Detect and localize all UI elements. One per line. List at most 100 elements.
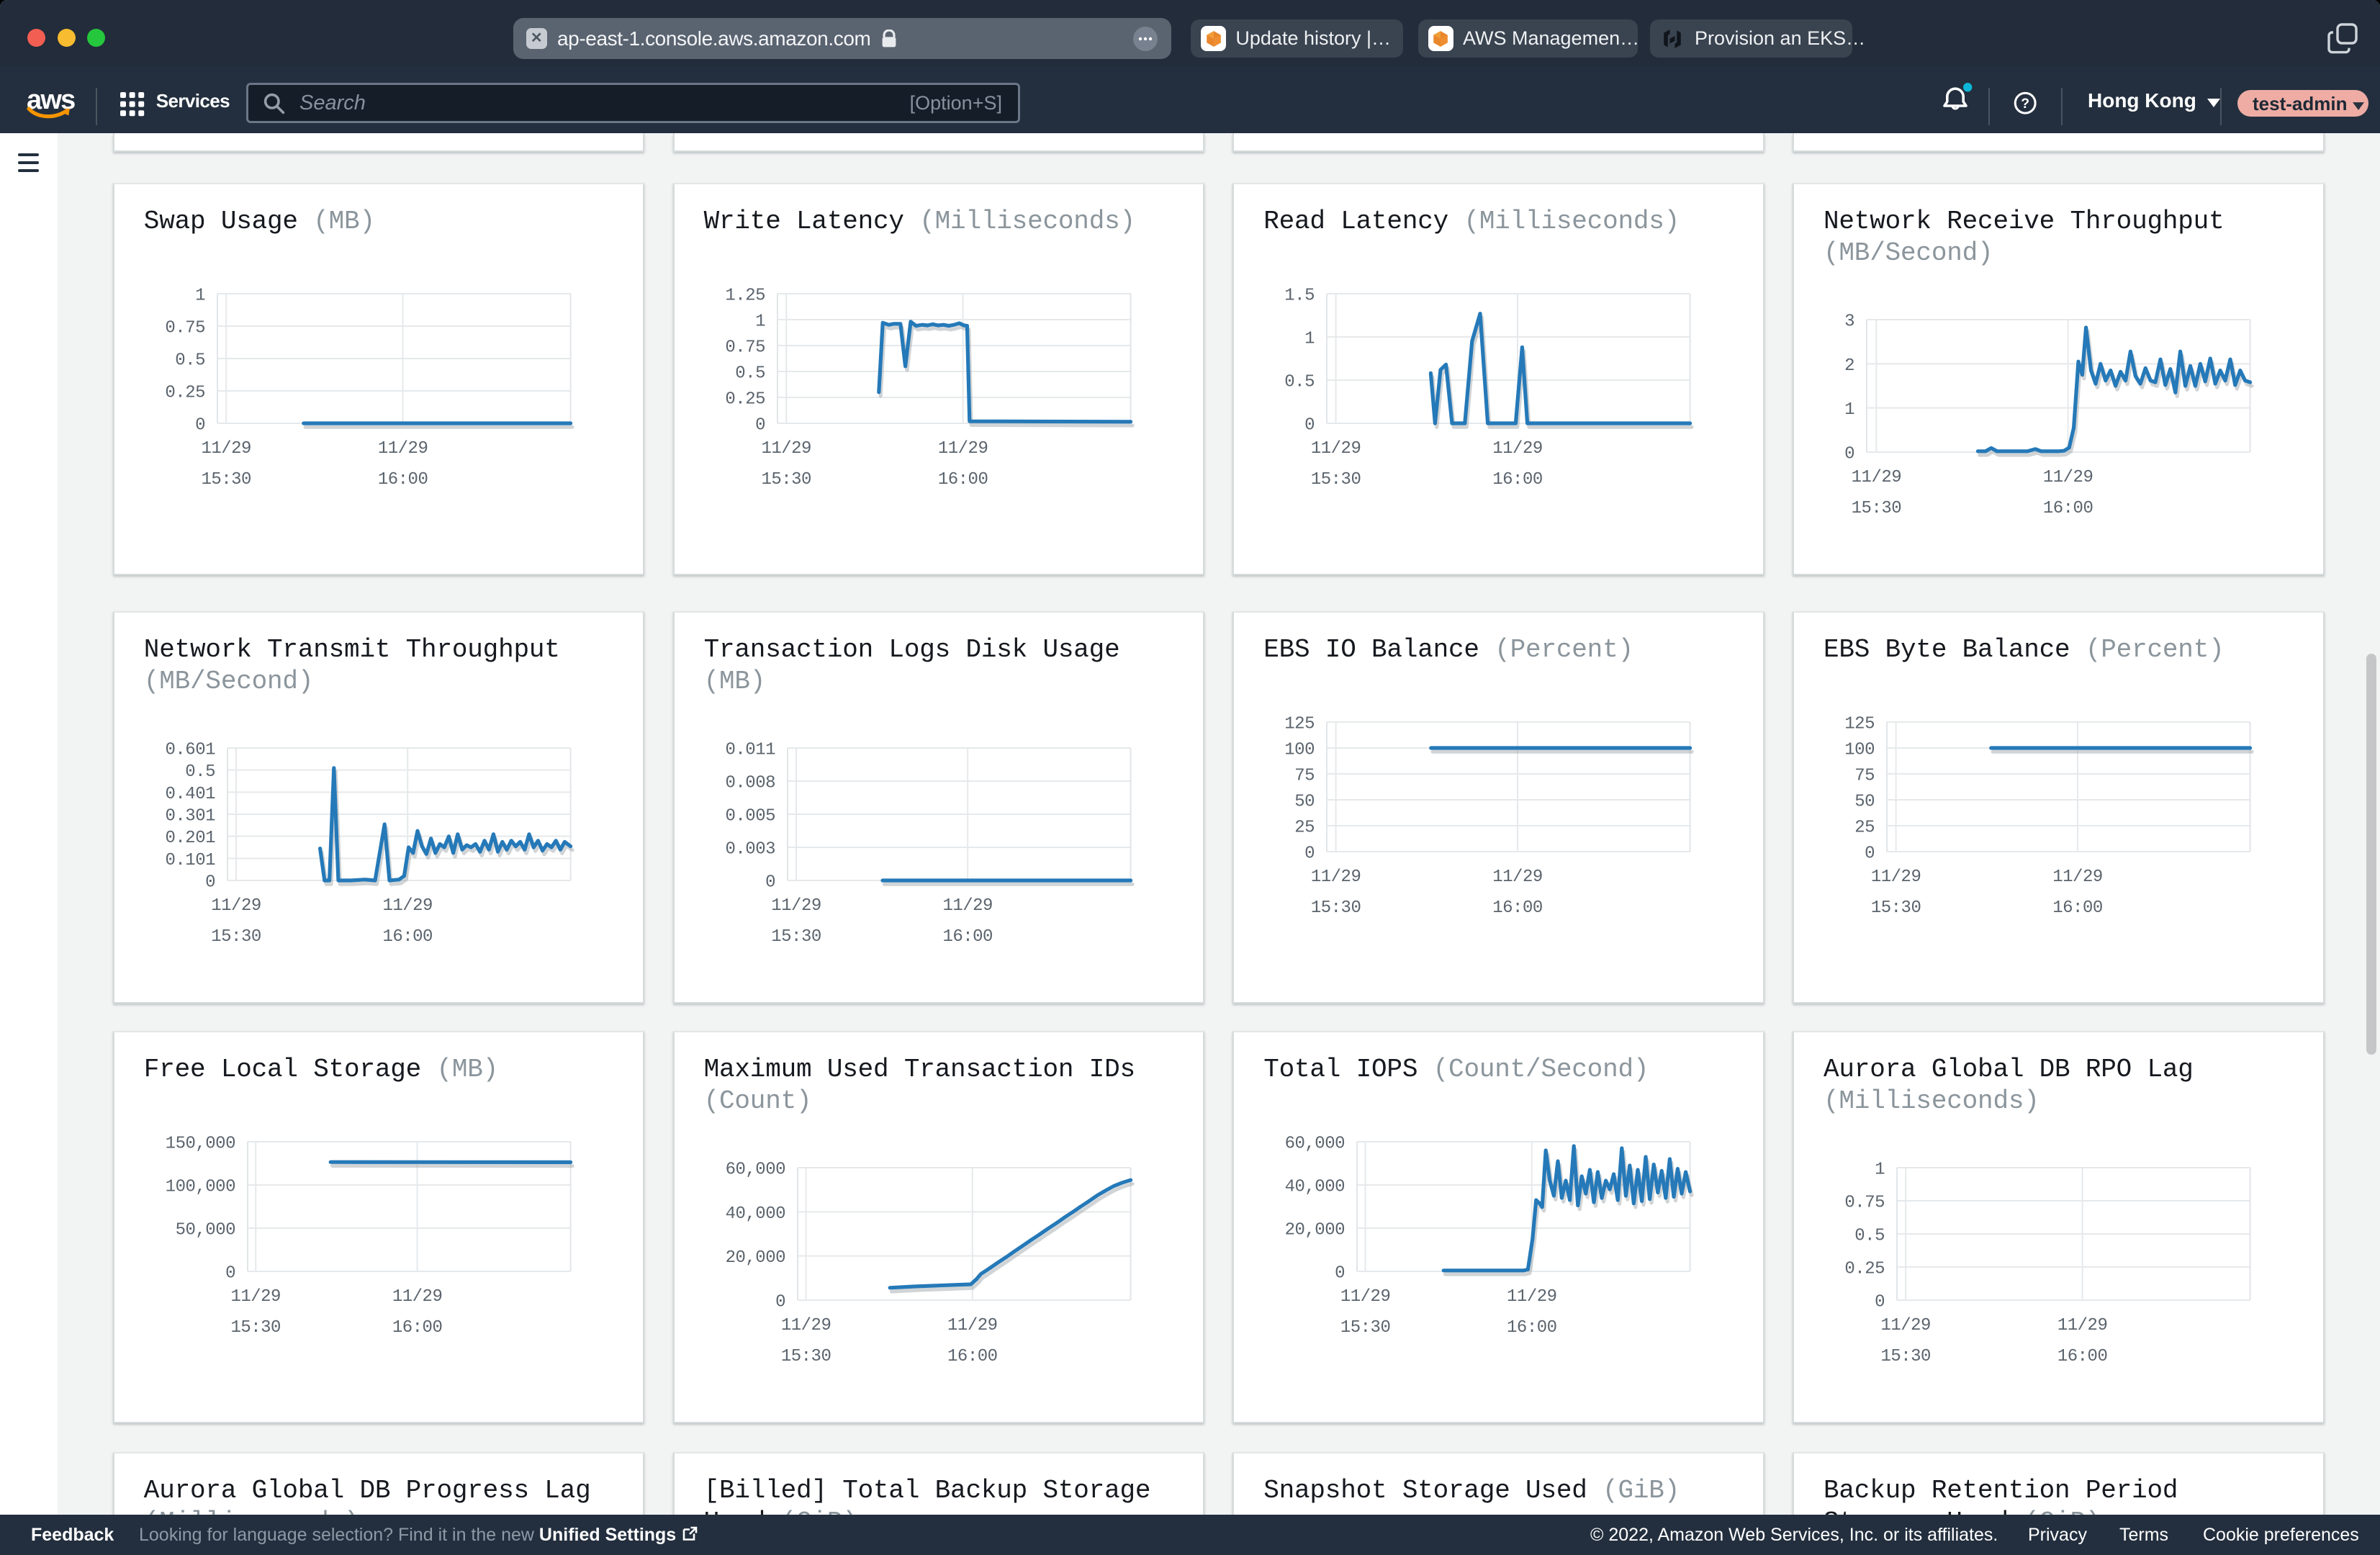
svg-text:11/29: 11/29: [392, 1287, 443, 1307]
svg-text:16:00: 16:00: [378, 470, 428, 490]
svg-text:11/29: 11/29: [937, 439, 988, 459]
svg-text:0: 0: [1875, 1293, 1885, 1312]
svg-text:75: 75: [1294, 767, 1315, 786]
svg-text:11/29: 11/29: [2052, 867, 2103, 887]
svg-text:15:30: 15:30: [1340, 1318, 1391, 1338]
svg-text:11/29: 11/29: [211, 896, 261, 916]
svg-text:3: 3: [1844, 312, 1854, 332]
svg-text:50,000: 50,000: [175, 1221, 235, 1240]
svg-text:0: 0: [1304, 844, 1315, 864]
svg-text:16:00: 16:00: [2057, 1347, 2108, 1366]
svg-text:0: 0: [775, 1293, 785, 1312]
svg-text:16:00: 16:00: [382, 927, 433, 947]
svg-text:16:00: 16:00: [392, 1318, 443, 1338]
svg-text:11/29: 11/29: [1492, 439, 1543, 459]
svg-text:0.25: 0.25: [165, 384, 205, 403]
svg-text:16:00: 16:00: [1492, 898, 1543, 918]
svg-text:0.101: 0.101: [165, 851, 215, 870]
svg-text:0.5: 0.5: [175, 351, 205, 371]
svg-text:0.5: 0.5: [185, 762, 215, 782]
svg-text:15:30: 15:30: [1880, 1347, 1931, 1366]
svg-text:0.401: 0.401: [165, 785, 215, 804]
svg-text:40,000: 40,000: [725, 1204, 785, 1224]
svg-text:20,000: 20,000: [725, 1248, 785, 1268]
svg-text:11/29: 11/29: [2043, 468, 2093, 487]
svg-text:1: 1: [195, 287, 205, 306]
svg-text:16:00: 16:00: [2043, 499, 2093, 518]
svg-text:50: 50: [1294, 793, 1315, 812]
svg-text:11/29: 11/29: [761, 439, 811, 459]
svg-text:0: 0: [765, 873, 775, 893]
svg-text:0.5: 0.5: [1284, 373, 1315, 392]
svg-text:11/29: 11/29: [1311, 439, 1361, 459]
svg-text:125: 125: [1284, 715, 1315, 734]
svg-text:11/29: 11/29: [378, 439, 428, 459]
svg-text:0.75: 0.75: [1844, 1194, 1885, 1213]
svg-text:11/29: 11/29: [230, 1287, 281, 1307]
svg-text:0.301: 0.301: [165, 807, 215, 826]
svg-text:25: 25: [1294, 819, 1315, 838]
svg-text:0.005: 0.005: [725, 807, 775, 826]
svg-text:15:30: 15:30: [761, 470, 811, 490]
svg-text:16:00: 16:00: [942, 927, 993, 947]
svg-text:1.25: 1.25: [725, 287, 765, 306]
svg-text:11/29: 11/29: [947, 1316, 998, 1335]
svg-text:16:00: 16:00: [1507, 1318, 1557, 1338]
svg-text:100: 100: [1844, 741, 1875, 760]
svg-text:15:30: 15:30: [1852, 499, 1902, 518]
svg-text:0: 0: [755, 416, 765, 436]
svg-text:16:00: 16:00: [947, 1347, 998, 1366]
svg-text:2: 2: [1844, 356, 1854, 376]
svg-text:0: 0: [1304, 416, 1315, 436]
svg-text:0.75: 0.75: [165, 319, 205, 338]
svg-text:0.25: 0.25: [725, 390, 765, 410]
svg-text:0.5: 0.5: [735, 364, 765, 384]
svg-text:40,000: 40,000: [1285, 1178, 1345, 1197]
svg-text:25: 25: [1854, 819, 1875, 838]
svg-text:11/29: 11/29: [1852, 468, 1902, 487]
svg-text:11/29: 11/29: [1340, 1287, 1391, 1307]
svg-text:15:30: 15:30: [771, 927, 821, 947]
svg-text:11/29: 11/29: [1880, 1316, 1931, 1335]
svg-text:20,000: 20,000: [1285, 1221, 1345, 1240]
svg-text:0.75: 0.75: [725, 338, 765, 358]
svg-text:11/29: 11/29: [780, 1316, 831, 1335]
svg-text:0.011: 0.011: [725, 741, 775, 760]
svg-text:11/29: 11/29: [1311, 867, 1361, 887]
svg-text:11/29: 11/29: [942, 896, 993, 916]
svg-text:1: 1: [1844, 400, 1854, 420]
svg-text:15:30: 15:30: [211, 927, 261, 947]
svg-text:0.5: 0.5: [1854, 1227, 1885, 1246]
svg-text:75: 75: [1854, 767, 1875, 786]
svg-text:0: 0: [1865, 844, 1875, 864]
svg-text:0: 0: [195, 416, 205, 436]
svg-text:0.601: 0.601: [165, 741, 215, 760]
svg-text:0.201: 0.201: [165, 829, 215, 848]
svg-text:0: 0: [225, 1264, 235, 1284]
svg-text:15:30: 15:30: [780, 1347, 831, 1366]
svg-text:60,000: 60,000: [1285, 1135, 1345, 1154]
svg-text:11/29: 11/29: [2057, 1316, 2108, 1335]
svg-text:11/29: 11/29: [771, 896, 821, 916]
svg-text:11/29: 11/29: [382, 896, 433, 916]
svg-text:11/29: 11/29: [1507, 1287, 1557, 1307]
svg-text:15:30: 15:30: [201, 470, 251, 490]
svg-text:0: 0: [1335, 1264, 1345, 1284]
svg-text:1: 1: [1875, 1160, 1885, 1180]
svg-text:0.008: 0.008: [725, 774, 775, 793]
svg-text:1: 1: [1304, 330, 1315, 349]
svg-text:15:30: 15:30: [1871, 898, 1921, 918]
svg-text:125: 125: [1844, 715, 1875, 734]
svg-text:0.25: 0.25: [1844, 1260, 1885, 1279]
svg-text:15:30: 15:30: [230, 1318, 281, 1338]
svg-text:1.5: 1.5: [1284, 287, 1315, 306]
svg-text:0: 0: [205, 873, 215, 893]
svg-text:11/29: 11/29: [1871, 867, 1921, 887]
svg-text:11/29: 11/29: [1492, 867, 1543, 887]
svg-text:1: 1: [755, 312, 765, 332]
svg-text:15:30: 15:30: [1311, 898, 1361, 918]
svg-text:0: 0: [1844, 445, 1854, 464]
svg-text:?: ?: [2021, 96, 2030, 112]
svg-text:15:30: 15:30: [1311, 470, 1361, 490]
svg-text:100: 100: [1284, 741, 1315, 760]
